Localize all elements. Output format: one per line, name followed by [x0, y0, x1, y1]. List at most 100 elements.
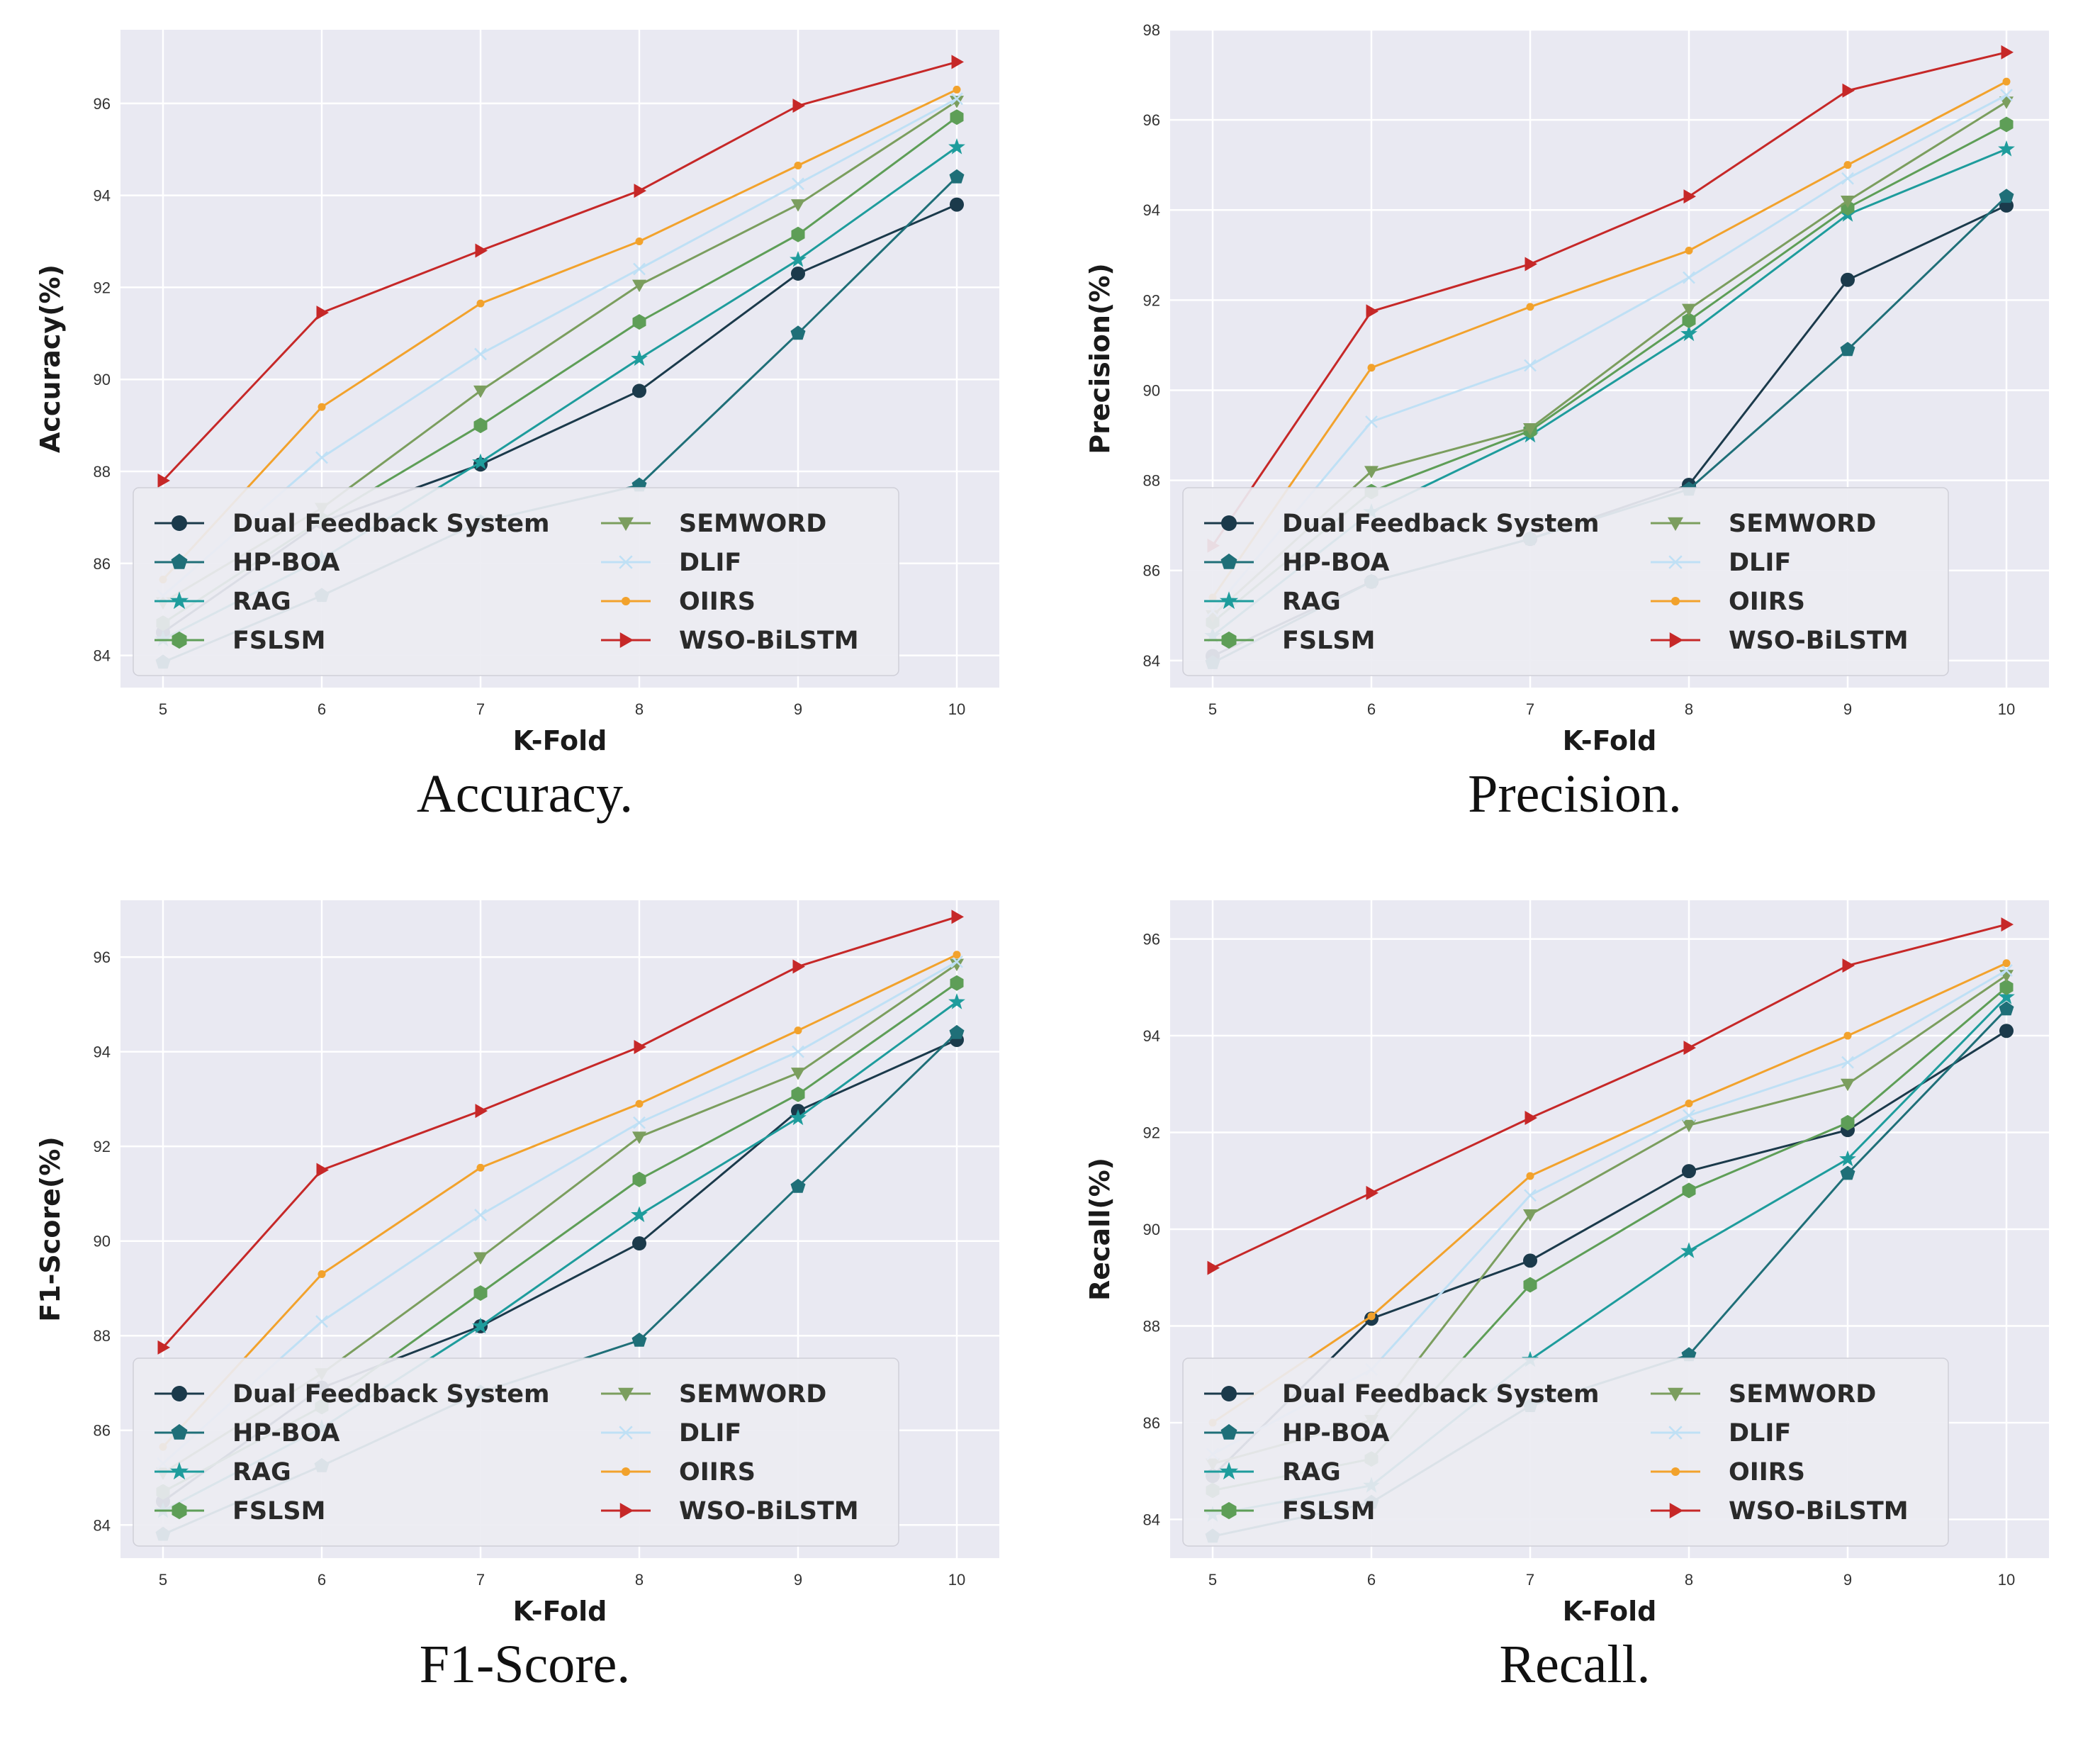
accuracy-legend-swatch-marker	[621, 596, 631, 606]
accuracy-x-tick-label: 9	[794, 700, 802, 718]
precision-x-tick-label: 5	[1208, 700, 1217, 718]
recall-wso-bilstm-point	[1842, 958, 1855, 973]
accuracy-rag-point	[472, 453, 489, 470]
accuracy-semword-point	[632, 279, 646, 293]
accuracy-legend-label: DLIF	[679, 549, 741, 577]
recall-wso-bilstm-point	[1525, 1111, 1537, 1126]
recall-chart-panel: 5 6 7 8 9 10 84 86 88 90 92 94 96 K-Fold Recall(%) Dual…	[1050, 870, 2100, 1741]
recall-oiirs-point	[1843, 1031, 1852, 1040]
precision-y-tick-label: 94	[1143, 201, 1160, 219]
accuracy-fslsm-point	[950, 109, 964, 125]
recall-chart: 5 6 7 8 9 10 84 86 88 90 92 94 96 K-Fold Recall(%) Dual…	[1084, 900, 2049, 1627]
accuracy-wso-bilstm-point	[951, 55, 964, 69]
accuracy-dlif-point	[474, 347, 487, 361]
f1-score-legend-label: WSO-BiLSTM	[679, 1497, 859, 1526]
f1-score-y-tick-label: 92	[94, 1138, 111, 1155]
accuracy-x-tick-label: 10	[948, 700, 965, 718]
accuracy-y-tick-label: 94	[94, 187, 111, 205]
precision-x-tick-label: 10	[1998, 700, 2015, 718]
precision-legend-label: OIIRS	[1729, 588, 1805, 616]
recall-legend: Dual Feedback System HP-BOA RAG FSLSM SEMWOR…	[1182, 1357, 1949, 1547]
f1-score-chart: 5 6 7 8 9 10 84 86 88 90 92 94 96 K-Fold F1-Score(%) Du…	[35, 900, 999, 1627]
precision-legend-swatch-marker	[1668, 517, 1683, 531]
accuracy-chart-panel: 5 6 7 8 9 10 84 86 88 90 92 94 96 K-Fold Accuracy(%) Du…	[0, 0, 1050, 870]
recall-hp-boa-point	[1999, 1001, 2014, 1016]
recall-dual-feedback-system-line	[1211, 1029, 2007, 1477]
f1-score-semword-point	[950, 958, 964, 972]
precision-wso-bilstm-point	[1683, 189, 1696, 204]
accuracy-y-tick-label: 96	[94, 95, 111, 113]
recall-fslsm-point	[1999, 979, 2014, 995]
precision-dlif-point	[1365, 415, 1378, 428]
recall-y-tick-label: 84	[1143, 1511, 1160, 1528]
accuracy-x-tick-label: 8	[635, 700, 644, 718]
f1-score-x-tick-label: 8	[635, 1571, 644, 1589]
accuracy-oiirs-point	[635, 237, 644, 246]
f1-score-caption: F1-Score.	[419, 1635, 631, 1694]
f1-score-oiirs-point	[476, 1163, 485, 1172]
precision-oiirs-line	[1211, 80, 2007, 598]
f1-score-semword-point	[791, 1068, 805, 1080]
precision-hp-boa-point	[1840, 342, 1855, 357]
f1-score-x-tick-label: 10	[948, 1571, 965, 1589]
f1-score-legend-label: SEMWORD	[679, 1380, 826, 1409]
accuracy-chart: 5 6 7 8 9 10 84 86 88 90 92 94 96 K-Fold Accuracy(%) Du…	[35, 30, 999, 756]
precision-oiirs-point	[1367, 364, 1376, 372]
accuracy-x-axis-label: K-Fold	[513, 725, 607, 756]
accuracy-semword-point	[791, 199, 805, 212]
accuracy-rag-point	[631, 349, 648, 366]
precision-legend-box	[1182, 487, 1949, 676]
f1-score-hp-boa-point	[949, 1024, 965, 1039]
precision-legend-label: HP-BOA	[1282, 549, 1389, 577]
recall-y-tick-label: 96	[1143, 931, 1160, 948]
precision-x-tick-label: 7	[1526, 700, 1534, 718]
accuracy-legend-label: SEMWORD	[679, 510, 826, 538]
precision-dlif-point	[1683, 271, 1695, 284]
recall-wso-bilstm-point	[1683, 1041, 1696, 1056]
recall-oiirs-point	[2002, 959, 2011, 968]
precision-x-tick-label: 9	[1843, 700, 1852, 718]
precision-rag-point	[1680, 325, 1697, 342]
precision-legend-label: Dual Feedback System	[1282, 510, 1599, 538]
f1-score-legend-label: HP-BOA	[232, 1419, 339, 1448]
f1-score-legend-swatch-marker	[171, 1423, 188, 1440]
precision-oiirs-point	[1843, 161, 1852, 169]
precision-x-axis-label: K-Fold	[1563, 725, 1657, 756]
recall-dual-feedback-system-point	[1999, 1024, 2014, 1039]
accuracy-rag-point	[948, 138, 965, 155]
precision-hp-boa-point	[1999, 189, 2014, 203]
precision-semword-point	[1364, 466, 1379, 478]
precision-y-tick-label: 90	[1143, 381, 1160, 399]
accuracy-legend-swatch-marker	[172, 631, 187, 649]
accuracy-legend-swatch-marker	[171, 553, 188, 569]
accuracy-y-axis-label: Accuracy(%)	[35, 264, 66, 453]
precision-fslsm-point	[1999, 116, 2014, 133]
precision-legend-swatch-marker	[1221, 631, 1237, 649]
recall-legend-label: Dual Feedback System	[1282, 1380, 1599, 1409]
recall-x-tick-label: 6	[1367, 1571, 1376, 1589]
accuracy-legend-label: WSO-BiLSTM	[679, 627, 859, 655]
recall-x-tick-label: 10	[1998, 1571, 2015, 1589]
accuracy-dual-feedback-system-point	[950, 197, 964, 212]
f1-score-y-tick-label: 90	[94, 1233, 111, 1250]
accuracy-dual-feedback-system-point	[632, 384, 646, 398]
f1-score-y-tick-label: 86	[94, 1422, 111, 1440]
precision-y-tick-label: 92	[1143, 291, 1160, 309]
precision-oiirs-point	[1526, 303, 1534, 311]
f1-score-x-axis-label: K-Fold	[513, 1596, 607, 1627]
precision-wso-bilstm-point	[1525, 257, 1537, 271]
recall-oiirs-point	[1526, 1172, 1534, 1180]
accuracy-dlif-point	[792, 177, 804, 191]
accuracy-hp-boa-point	[949, 169, 965, 184]
f1-score-x-tick-label: 6	[318, 1571, 326, 1589]
precision-legend-label: SEMWORD	[1729, 510, 1876, 538]
precision-chart: 5 6 7 8 9 10 84 86 88 90 92 94 96 98 K-Fold Precision(%…	[1084, 21, 2049, 756]
precision-legend-label: FSLSM	[1282, 627, 1375, 655]
recall-legend-label: DLIF	[1729, 1419, 1791, 1448]
f1-score-legend-label: RAG	[232, 1458, 291, 1487]
recall-rag-point	[1998, 988, 2015, 1004]
accuracy-rag-point	[790, 251, 807, 267]
precision-dlif-point	[1524, 359, 1537, 372]
accuracy-wso-bilstm-point	[634, 184, 646, 198]
precision-y-axis-label: Precision(%)	[1084, 263, 1116, 454]
